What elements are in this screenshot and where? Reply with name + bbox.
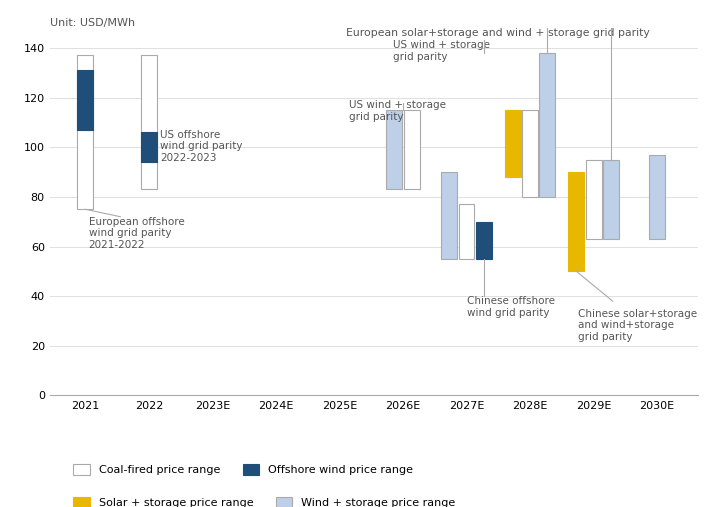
- Text: European solar+storage and wind + storage grid parity: European solar+storage and wind + storag…: [346, 28, 649, 38]
- Bar: [539, 53, 555, 197]
- Text: Chinese offshore
wind grid parity: Chinese offshore wind grid parity: [467, 296, 554, 318]
- Bar: [78, 55, 94, 209]
- Bar: [585, 160, 601, 239]
- Text: US offshore
wind grid parity
2022-2023: US offshore wind grid parity 2022-2023: [161, 130, 243, 163]
- Bar: [78, 70, 94, 130]
- Bar: [441, 172, 457, 259]
- Bar: [522, 110, 538, 197]
- Text: Unit: USD/MWh: Unit: USD/MWh: [50, 18, 135, 28]
- Bar: [387, 110, 402, 190]
- Bar: [569, 172, 585, 271]
- Bar: [505, 110, 521, 177]
- Text: Chinese solar+storage
and wind+storage
grid parity: Chinese solar+storage and wind+storage g…: [577, 309, 697, 342]
- Bar: [141, 55, 157, 190]
- Legend: Solar + storage price range, Wind + storage price range: Solar + storage price range, Wind + stor…: [69, 492, 460, 507]
- Bar: [459, 204, 474, 259]
- Bar: [476, 222, 492, 259]
- Bar: [603, 160, 618, 239]
- Bar: [141, 132, 157, 162]
- Bar: [649, 155, 665, 239]
- Text: US wind + storage
grid parity: US wind + storage grid parity: [393, 41, 490, 62]
- Text: US wind + storage
grid parity: US wind + storage grid parity: [349, 100, 446, 122]
- Bar: [404, 110, 420, 190]
- Text: European offshore
wind grid parity
2021-2022: European offshore wind grid parity 2021-…: [89, 216, 184, 250]
